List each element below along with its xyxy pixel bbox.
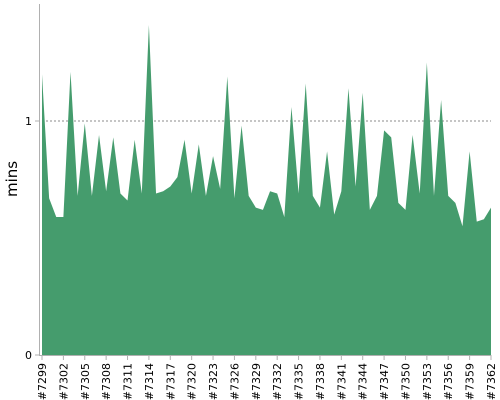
x-tick-label: #7299 bbox=[36, 363, 49, 400]
x-tick-label: #7359 bbox=[464, 363, 477, 400]
series-area bbox=[42, 25, 491, 356]
x-tick-label: #7338 bbox=[314, 363, 327, 400]
x-tick-label: #7317 bbox=[164, 363, 177, 400]
y-tick-label: 0 bbox=[25, 349, 32, 362]
x-tick-label: #7335 bbox=[293, 363, 306, 400]
x-tick-label: #7305 bbox=[79, 363, 92, 400]
x-tick-label: #7344 bbox=[357, 363, 370, 400]
x-tick-label: #7350 bbox=[399, 363, 412, 400]
x-tick-label: #7347 bbox=[378, 363, 391, 400]
x-tick-label: #7326 bbox=[228, 363, 241, 400]
x-tick-label: #7314 bbox=[143, 363, 156, 400]
y-axis-label: mins bbox=[3, 161, 21, 197]
x-tick-label: #7302 bbox=[57, 363, 70, 400]
x-tick-label: #7353 bbox=[421, 363, 434, 400]
x-tick-label: #7329 bbox=[250, 363, 263, 400]
x-tick-label: #7308 bbox=[100, 363, 113, 400]
x-tick-label: #7323 bbox=[207, 363, 220, 400]
x-tick-label: #7320 bbox=[186, 363, 199, 400]
x-tick-label: #7311 bbox=[122, 363, 135, 400]
x-tick-label: #7332 bbox=[271, 363, 284, 400]
x-tick-label: #7356 bbox=[442, 363, 455, 400]
x-tick-label: #7362 bbox=[485, 363, 498, 400]
x-tick-label: #7341 bbox=[335, 363, 348, 400]
y-axis-ticks: 01 bbox=[25, 115, 40, 362]
y-tick-label: 1 bbox=[25, 115, 32, 128]
x-axis-ticks: #7299 #7302 #7305 #7308 #7311 #7314 #7317 #7320… bbox=[36, 355, 498, 400]
